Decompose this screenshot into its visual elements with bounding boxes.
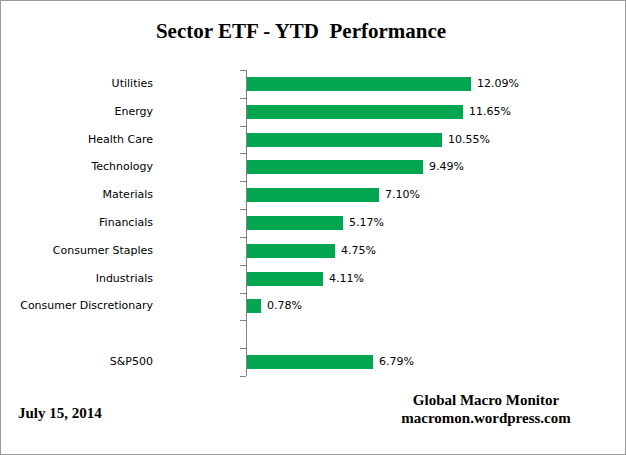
axis-tick — [240, 376, 246, 377]
category-label: Materials — [1, 188, 153, 202]
category-label: Industrials — [1, 272, 153, 286]
value-label: 4.11% — [329, 272, 364, 286]
value-label: 6.79% — [379, 355, 414, 369]
value-label: 11.65% — [469, 105, 511, 119]
bar[interactable] — [247, 133, 442, 147]
value-label: 4.75% — [341, 244, 376, 258]
axis-tick — [240, 320, 246, 321]
bar[interactable] — [247, 216, 343, 230]
category-label: Health Care — [1, 133, 153, 147]
footer-date: July 15, 2014 — [18, 405, 102, 422]
category-label: Consumer Discretionary — [1, 299, 153, 313]
value-label: 10.55% — [448, 133, 490, 147]
bar[interactable] — [247, 77, 471, 91]
axis-tick — [240, 209, 246, 210]
value-label: 12.09% — [477, 77, 519, 91]
value-label: 5.17% — [349, 216, 384, 230]
category-label: Consumer Staples — [1, 244, 153, 258]
axis-tick — [240, 181, 246, 182]
bar[interactable] — [247, 188, 379, 202]
axis-tick — [240, 126, 246, 127]
bar[interactable] — [247, 272, 323, 286]
bar[interactable] — [247, 299, 261, 313]
plot-area: Utilities 12.09% Energy 11.65% Health Care 10… — [1, 1, 625, 454]
category-label: S&P500 — [1, 355, 153, 369]
bar[interactable] — [247, 355, 373, 369]
axis-tick — [240, 98, 246, 99]
axis-tick — [240, 265, 246, 266]
value-label: 0.78% — [267, 299, 302, 313]
category-label: Financials — [1, 216, 153, 230]
bar[interactable] — [247, 105, 463, 119]
chart-frame: Sector ETF - YTD Performance Utilities12… — [0, 0, 626, 455]
axis-tick — [240, 348, 246, 349]
value-label: 7.10% — [385, 188, 420, 202]
category-label: Technology — [1, 160, 153, 174]
footer-credit: Global Macro Monitor macromon.wordpress.… — [376, 391, 596, 427]
axis-tick — [240, 70, 246, 71]
axis-tick — [240, 153, 246, 154]
category-label: Utilities — [1, 77, 153, 91]
value-label: 9.49% — [429, 160, 464, 174]
bar[interactable] — [247, 160, 423, 174]
axis-tick — [240, 237, 246, 238]
credit-line-1: Global Macro Monitor — [376, 391, 596, 409]
axis-tick — [240, 293, 246, 294]
bar[interactable] — [247, 244, 335, 258]
category-label: Energy — [1, 105, 153, 119]
credit-line-2: macromon.wordpress.com — [376, 409, 596, 427]
